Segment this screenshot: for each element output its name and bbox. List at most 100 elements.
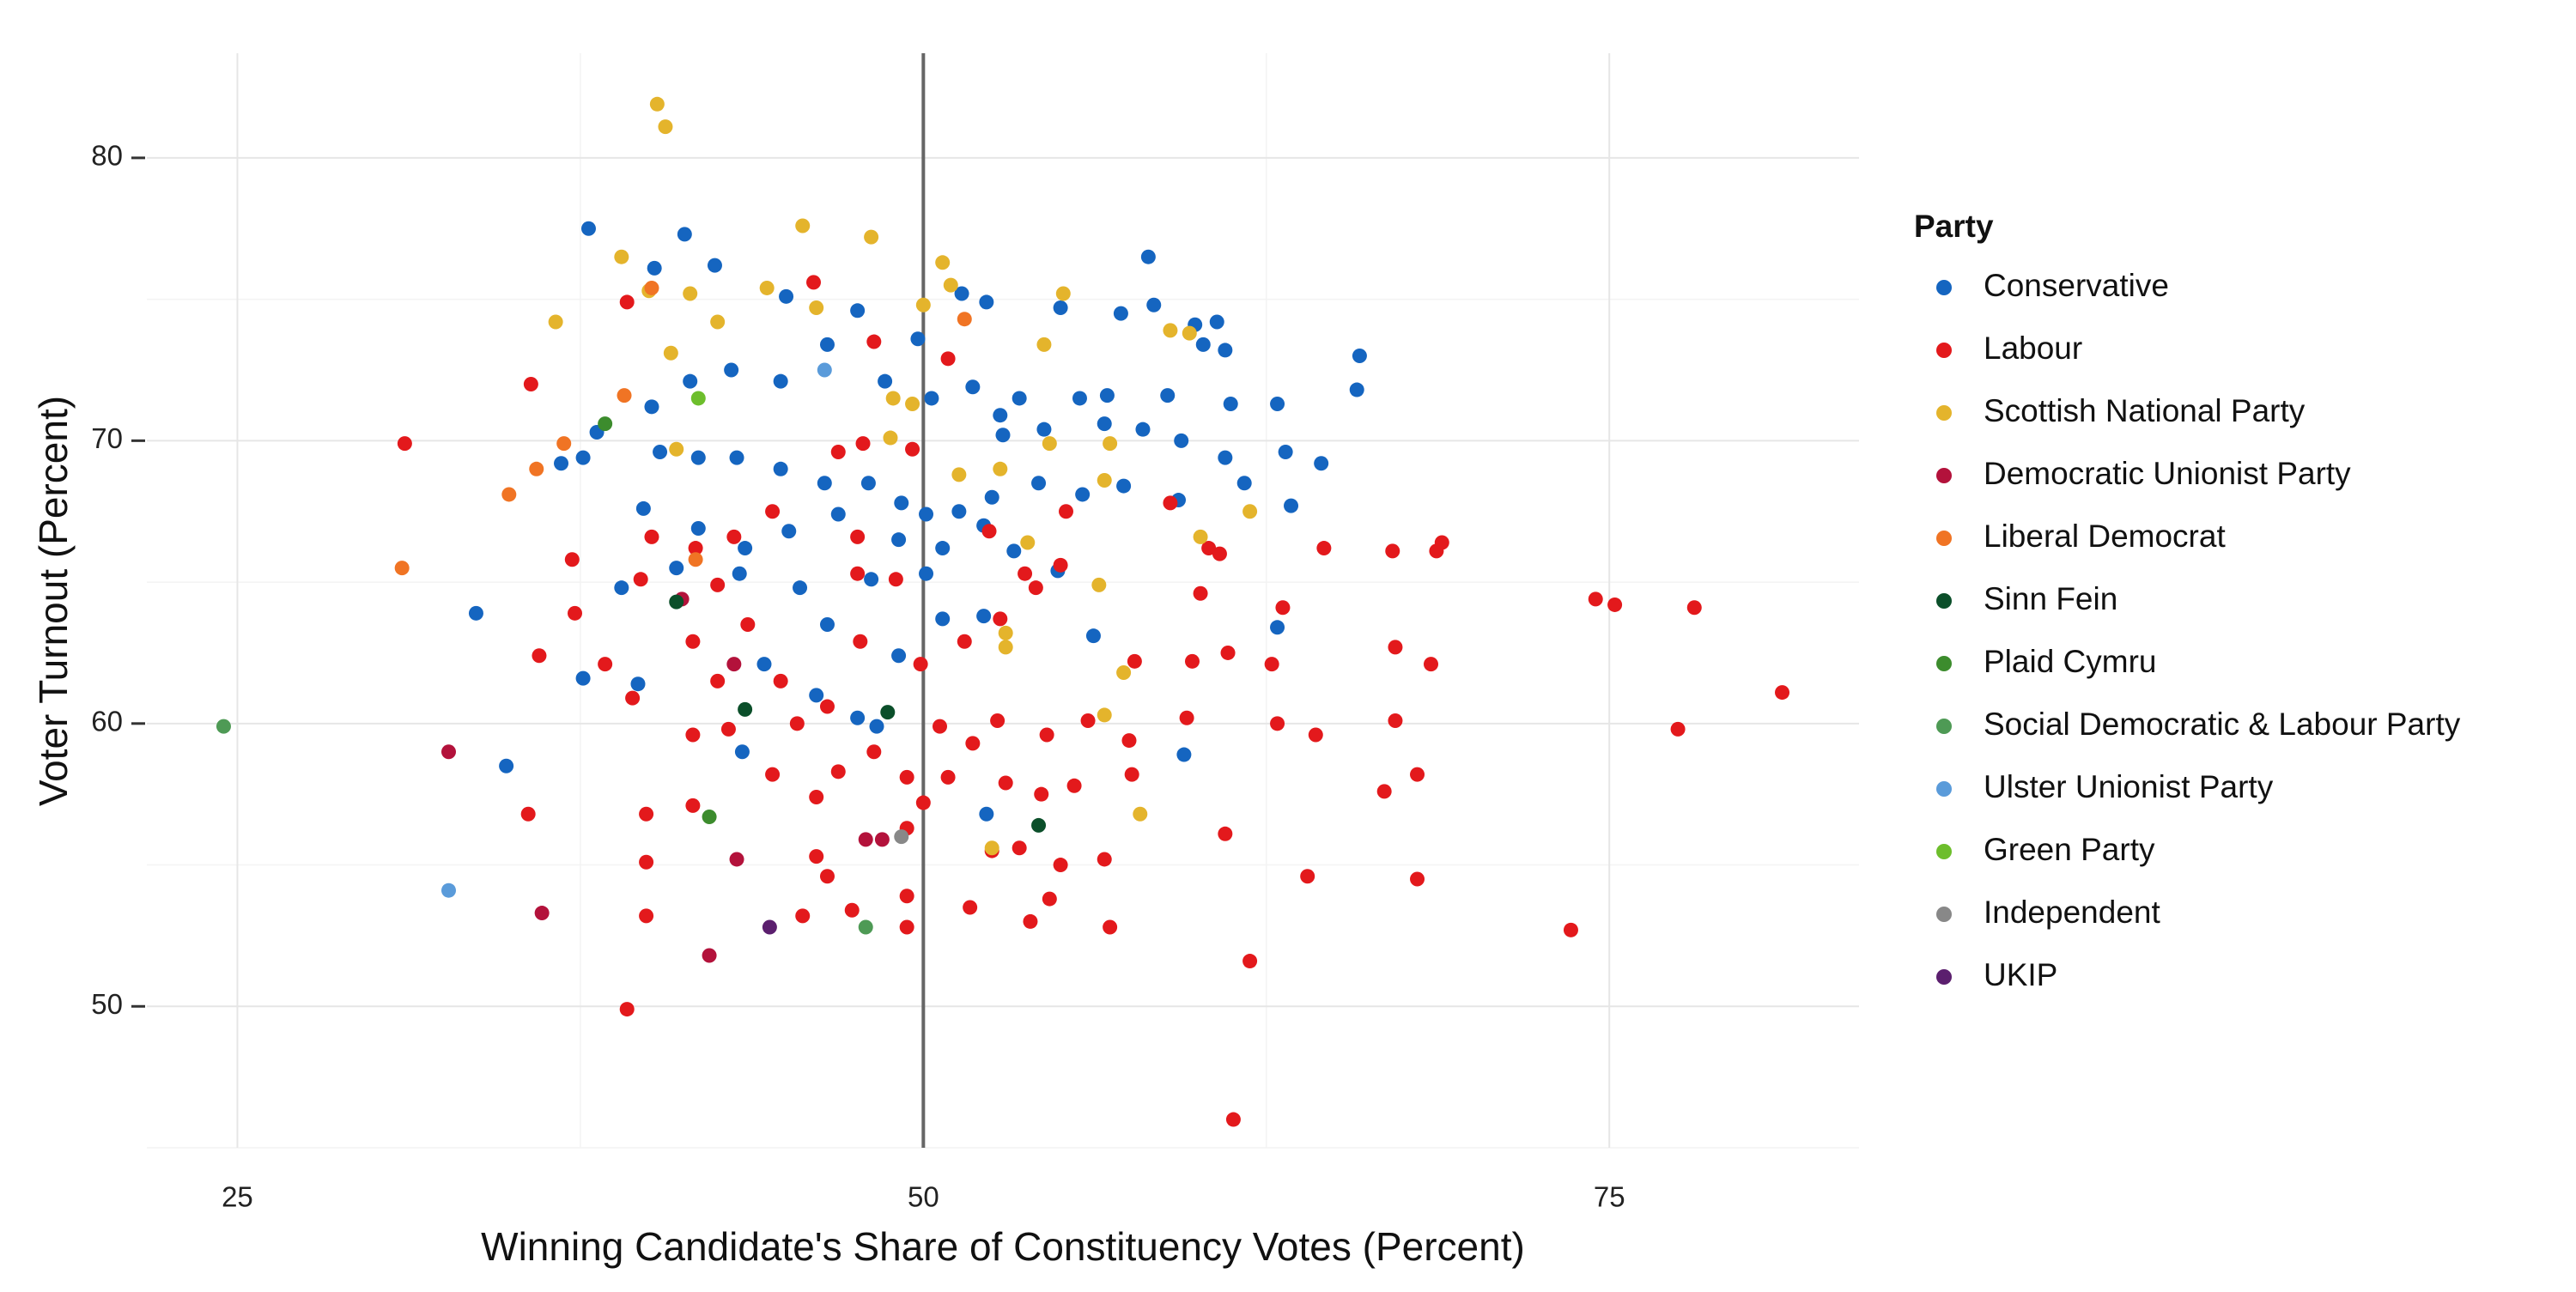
point [765,767,781,782]
point [683,373,698,389]
point [619,294,635,310]
point [649,96,665,112]
point [789,716,805,731]
point [899,889,914,904]
point [1140,249,1156,264]
point [951,467,967,482]
point [1176,747,1192,762]
point [1097,472,1112,488]
point [683,286,698,301]
point [1097,416,1112,432]
point [499,758,514,773]
point [729,852,744,867]
point [1179,710,1194,725]
x-tick-label: 50 [908,1181,939,1213]
point [532,648,547,664]
x-tick-label: 75 [1594,1181,1625,1213]
point [935,611,951,627]
point [658,119,673,135]
point [899,769,914,785]
point [781,524,797,539]
point [878,373,893,389]
point [1012,391,1027,406]
point [1103,919,1118,935]
point [726,529,742,544]
point [924,391,939,406]
point [1284,498,1299,513]
point [1116,478,1132,494]
legend-marker [1936,593,1952,609]
point [1042,891,1057,907]
point [998,625,1013,640]
point [1270,716,1285,731]
point [819,337,835,352]
point [850,529,866,544]
point [1058,504,1073,519]
point [688,541,703,556]
point [919,506,934,522]
point [1042,436,1057,452]
point [1278,445,1293,460]
point [809,300,824,316]
legend-marker [1936,531,1952,546]
point [653,445,668,460]
point [1588,591,1603,607]
point [669,441,684,457]
point [819,699,835,714]
point [1352,349,1367,364]
point [1434,535,1449,550]
point [397,436,412,452]
point [1066,778,1082,793]
point [702,948,717,963]
point [520,806,536,822]
legend-label: Plaid Cymru [1984,644,2157,679]
legend-marker [1936,969,1952,985]
point [394,561,410,576]
point [817,362,832,378]
point [888,572,903,587]
point [669,561,684,576]
legend-label: UKIP [1984,957,2057,992]
point [726,657,742,672]
point [575,450,591,465]
point [1121,733,1137,749]
point [993,408,1008,423]
y-tick-label: 50 [91,988,123,1020]
point [819,869,835,884]
point [954,286,969,301]
point [793,580,808,596]
point [1385,543,1400,559]
point [998,640,1013,655]
point [1424,657,1438,672]
point [1193,585,1208,601]
point [529,461,544,476]
point [647,260,662,276]
point [639,806,654,822]
point [644,529,659,544]
point [830,506,846,522]
point [1184,653,1200,669]
point [984,489,999,505]
point [957,634,972,649]
point [1242,954,1258,969]
point [707,258,722,273]
point [617,388,632,403]
point [738,541,753,556]
point [1097,852,1112,867]
point [984,840,999,856]
point [995,428,1011,443]
point [1388,640,1403,655]
point [1103,436,1118,452]
point [756,657,772,672]
point [866,334,882,349]
legend-marker [1936,656,1952,671]
point [869,719,884,734]
point [1034,786,1049,802]
point [614,249,629,264]
point [1563,922,1578,937]
point [858,919,873,935]
x-axis-title: Winning Candidate's Share of Constituenc… [481,1224,1525,1269]
point [864,229,879,245]
point [1031,476,1047,491]
